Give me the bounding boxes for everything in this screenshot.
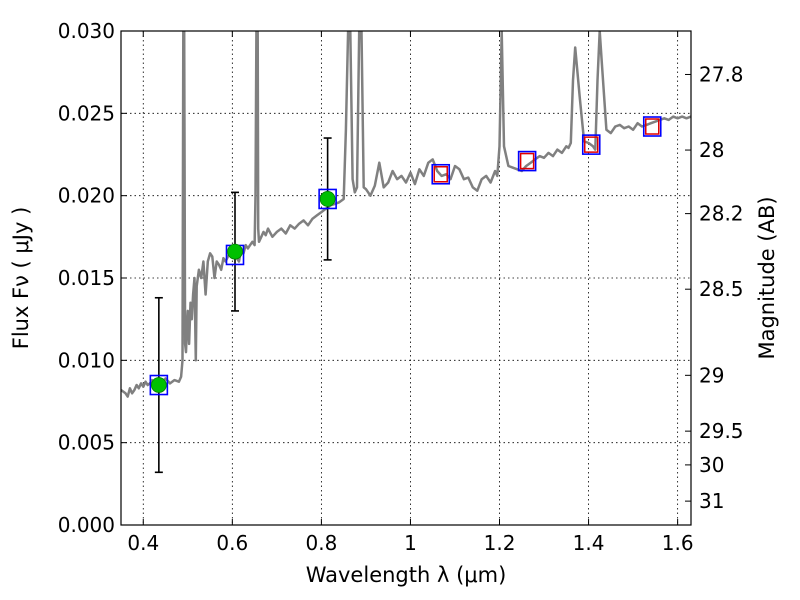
template-spectrum-line bbox=[121, 31, 691, 398]
band-marker bbox=[433, 166, 448, 183]
axis-ticks: 0.4 0.6 0.8 1 1.2 1.4 1.6 0.000 0.005 0.010 0.015 0… bbox=[58, 19, 744, 555]
model-photometry-marker bbox=[431, 163, 451, 185]
series-group bbox=[121, 31, 691, 474]
y-tick-label: 0.015 bbox=[58, 266, 115, 290]
x-tick-label: 0.8 bbox=[305, 531, 337, 555]
x-tick-label: 1 bbox=[404, 531, 417, 555]
model-photometry-marker bbox=[318, 188, 337, 210]
y-tick-label: 0.020 bbox=[58, 184, 115, 208]
band-marker bbox=[584, 136, 599, 153]
band-marker bbox=[645, 118, 660, 135]
x-tick-label: 0.4 bbox=[127, 531, 159, 555]
right-tick-label: 29 bbox=[699, 363, 724, 387]
model-photometry-marker bbox=[149, 374, 169, 396]
right-tick-label: 28.5 bbox=[699, 277, 744, 301]
observed-photometry-point bbox=[150, 377, 167, 393]
right-tick-label: 27.8 bbox=[699, 62, 744, 86]
grid-lines bbox=[121, 30, 691, 526]
x-tick-label: 1.6 bbox=[662, 531, 694, 555]
right-tick-label: 28 bbox=[699, 138, 724, 162]
right-tick-label: 30 bbox=[699, 453, 724, 477]
y-tick-label: 0.010 bbox=[58, 348, 115, 372]
right-tick-label: 28.2 bbox=[699, 202, 744, 226]
right-tick-label: 31 bbox=[699, 489, 724, 513]
y-axis-label: Flux Fν ( μJy ) bbox=[9, 207, 33, 350]
model-photometry-marker bbox=[517, 150, 537, 172]
observed-photometry-point bbox=[227, 243, 243, 260]
right-y-axis-label: Magnitude (AB) bbox=[755, 196, 779, 359]
y-tick-label: 0.000 bbox=[58, 513, 115, 537]
x-tick-label: 1.2 bbox=[484, 531, 516, 555]
x-tick-label: 0.6 bbox=[216, 531, 248, 555]
y-tick-label: 0.005 bbox=[58, 431, 115, 455]
y-tick-label: 0.025 bbox=[58, 101, 115, 125]
x-tick-label: 1.4 bbox=[573, 531, 605, 555]
plot-area bbox=[121, 31, 691, 474]
model-photometry-marker bbox=[642, 116, 662, 137]
observed-photometry-point bbox=[319, 191, 336, 207]
model-photometry-marker bbox=[581, 134, 601, 155]
band-marker bbox=[519, 152, 535, 170]
right-tick-label: 29.5 bbox=[699, 419, 744, 443]
y-tick-label: 0.030 bbox=[58, 19, 115, 43]
x-axis-label: Wavelength λ (μm) bbox=[306, 563, 507, 587]
